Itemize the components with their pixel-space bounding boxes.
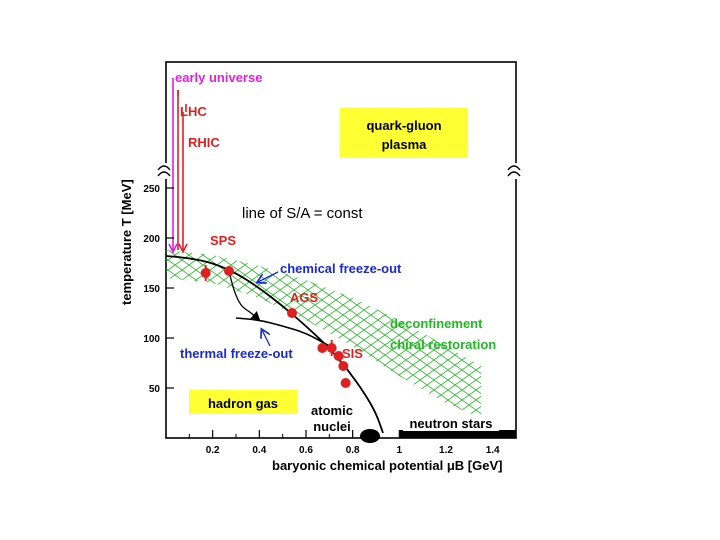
y-tick-label: 100 — [143, 334, 160, 345]
data-point-0 — [200, 268, 211, 278]
data-point-7 — [340, 378, 351, 388]
sps-label: SPS — [210, 233, 236, 248]
rhic-label: RHIC — [188, 135, 220, 150]
chem-freezeout-pointer — [258, 271, 279, 282]
y-tick-label: 50 — [149, 384, 161, 395]
sis-label: SIS — [342, 346, 363, 361]
early-universe-label: early universe — [175, 70, 262, 85]
x-tick-label: 1 — [397, 445, 403, 456]
neutron-star-bar — [400, 430, 516, 438]
isentrope-trajectory — [228, 270, 261, 321]
x-axis-label: baryonic chemical potential μB [GeV] — [272, 458, 502, 473]
neutron-stars-label-bg — [403, 415, 499, 431]
x-tick-label: 0.6 — [299, 445, 313, 456]
data-point-1 — [224, 266, 234, 276]
y-tick-label: 200 — [143, 234, 160, 245]
y-tick-label: 250 — [143, 184, 160, 195]
data-point-3 — [317, 343, 328, 353]
qgp-box — [340, 108, 468, 158]
crossover-band — [166, 250, 481, 418]
atomic-nuclei-marker — [360, 429, 380, 443]
x-tick-label: 1.2 — [439, 445, 453, 456]
ags-label: AGS — [290, 290, 319, 305]
thermal-freezeout-curve — [235, 317, 330, 347]
data-point-2 — [287, 308, 297, 318]
data-points — [200, 265, 351, 388]
data-point-6 — [338, 361, 349, 371]
hadron-gas-box — [189, 390, 297, 414]
chemical-freezeout-curve — [165, 255, 384, 434]
atomic-nuclei-label-line1: atomic — [311, 403, 353, 418]
qgp-label-line1: quark-gluon — [366, 118, 441, 133]
chemical-freezeout-label: chemical freeze-out — [280, 261, 402, 276]
sa-const-label: line of S/A = const — [242, 205, 363, 222]
atomic-nuclei-label-line2: nuclei — [313, 419, 351, 434]
lhc-label: LHC — [180, 104, 207, 119]
deconfinement-label: deconfinement — [390, 316, 483, 331]
axis-ticks: 0.2 0.4 0.6 0.8 1 1.2 1.4 50 100 150 200 250 — [143, 184, 517, 456]
data-point-4 — [326, 343, 337, 353]
x-tick-label: 0.4 — [252, 445, 266, 456]
x-tick-label: 1.4 — [486, 445, 500, 456]
x-tick-label: 0.8 — [346, 445, 360, 456]
hadron-gas-label: hadron gas — [208, 396, 278, 411]
rhic-arrowhead — [178, 243, 188, 254]
axis-break — [156, 163, 526, 179]
qgp-label-line2: plasma — [382, 137, 428, 152]
neutron-stars-label: neutron stars — [409, 416, 492, 431]
data-point-5 — [333, 351, 344, 361]
thermal-freezeout-label: thermal freeze-out — [180, 346, 293, 361]
thermal-freezeout-pointer — [262, 330, 271, 347]
x-tick-label: 0.2 — [206, 445, 220, 456]
early-universe-arrowhead — [168, 243, 178, 254]
y-tick-label: 150 — [143, 284, 160, 295]
y-axis-label: temperature T [MeV] — [119, 179, 134, 305]
chiral-restoration-label: chiral restoration — [390, 337, 496, 352]
